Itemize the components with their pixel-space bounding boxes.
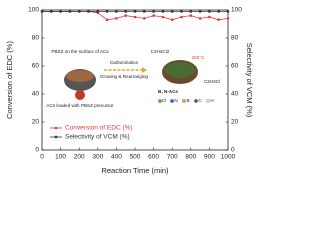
annotation: H [210, 98, 213, 103]
point [115, 10, 118, 13]
x-tick-label: 700 [167, 154, 178, 161]
x-tick-label: 500 [130, 154, 141, 161]
point [217, 10, 220, 13]
point [180, 15, 183, 19]
element-dot [170, 99, 174, 103]
x-tick-label: 200 [74, 154, 85, 161]
point [40, 10, 44, 13]
x-tick-label: 400 [111, 154, 122, 161]
element-dot [194, 99, 198, 103]
point [217, 18, 220, 22]
point [78, 10, 81, 13]
annotation: C [198, 98, 202, 103]
point [226, 10, 230, 13]
point [59, 10, 62, 13]
x-tick-label: 1000 [221, 154, 236, 161]
point [96, 10, 99, 13]
product-surface [165, 62, 195, 78]
point [189, 10, 192, 13]
inset-illustration [64, 60, 198, 100]
annotation: Carbonization [110, 60, 139, 65]
point [133, 10, 137, 13]
particle-coating [66, 70, 94, 82]
point [133, 15, 137, 19]
point [161, 10, 165, 13]
point [87, 10, 90, 13]
annotation: 260°C [192, 55, 206, 60]
y2-tick-label: 60 [231, 63, 239, 70]
point [152, 14, 155, 17]
x-tick-label: 600 [148, 154, 159, 161]
element-dot [206, 99, 210, 103]
point [189, 14, 193, 17]
point [208, 15, 211, 19]
y2-tick-label: 20 [231, 119, 239, 126]
annotation: ACs loaded with PBSZ precursor [46, 103, 114, 108]
x-tick-label: 300 [92, 154, 103, 161]
point [171, 10, 174, 13]
y2-tick-label: 40 [231, 91, 239, 98]
annotation: N [174, 98, 177, 103]
point [105, 18, 109, 22]
y-tick-label: 40 [32, 91, 40, 98]
precursor-circle [75, 90, 85, 100]
point [226, 17, 230, 20]
annotation: Growing & Rearranging [100, 74, 148, 79]
point [50, 10, 53, 13]
point [152, 10, 155, 13]
y2-tick-label: 100 [231, 7, 242, 14]
y2-axis-title: Selectivity of VCM (%) [245, 43, 254, 118]
y-tick-label: 0 [35, 147, 39, 154]
legend-marker [54, 126, 58, 130]
point [161, 15, 165, 19]
annotation: C2H3Cl [204, 79, 220, 84]
point [124, 14, 127, 17]
annotation: B, N-ACs [158, 89, 178, 94]
annotation: C2H4Cl2 [151, 49, 170, 54]
legend-marker [54, 135, 58, 139]
y2-tick-label: 0 [231, 147, 235, 154]
y-axis-title: Conversion of EDC (%) [5, 41, 14, 119]
x-axis-title: Reaction Time (min) [101, 166, 169, 175]
chart: 0 100 200 300 400 500 600 700 800 900 100002040608… [5, 7, 254, 175]
point [115, 17, 118, 20]
point [143, 17, 146, 20]
y2-tick-label: 80 [231, 35, 239, 42]
arrow-head [142, 67, 147, 73]
annotation: Cl [162, 98, 166, 103]
point [198, 10, 202, 13]
annotation: B [186, 98, 189, 103]
element-dot [182, 99, 186, 103]
y-tick-label: 80 [32, 35, 40, 42]
point [105, 10, 109, 13]
point [124, 10, 127, 13]
point [170, 18, 174, 22]
annotation: PBSZ on the surface of ACs [51, 49, 109, 54]
point [198, 17, 202, 20]
x-tick-label: 900 [204, 154, 215, 161]
y-tick-label: 60 [32, 63, 40, 70]
x-tick-label: 100 [55, 154, 66, 161]
point [143, 10, 146, 13]
legend-label: Selectivity of VCM (%) [65, 134, 130, 141]
x-tick-label: 0 [40, 154, 44, 161]
point [208, 10, 211, 13]
y-tick-label: 20 [32, 119, 40, 126]
element-dot [158, 99, 162, 103]
legend-label: Conversion of EDC (%) [65, 125, 133, 132]
point [180, 10, 183, 13]
x-tick-label: 800 [185, 154, 196, 161]
point [68, 10, 72, 13]
y-tick-label: 100 [28, 7, 39, 14]
